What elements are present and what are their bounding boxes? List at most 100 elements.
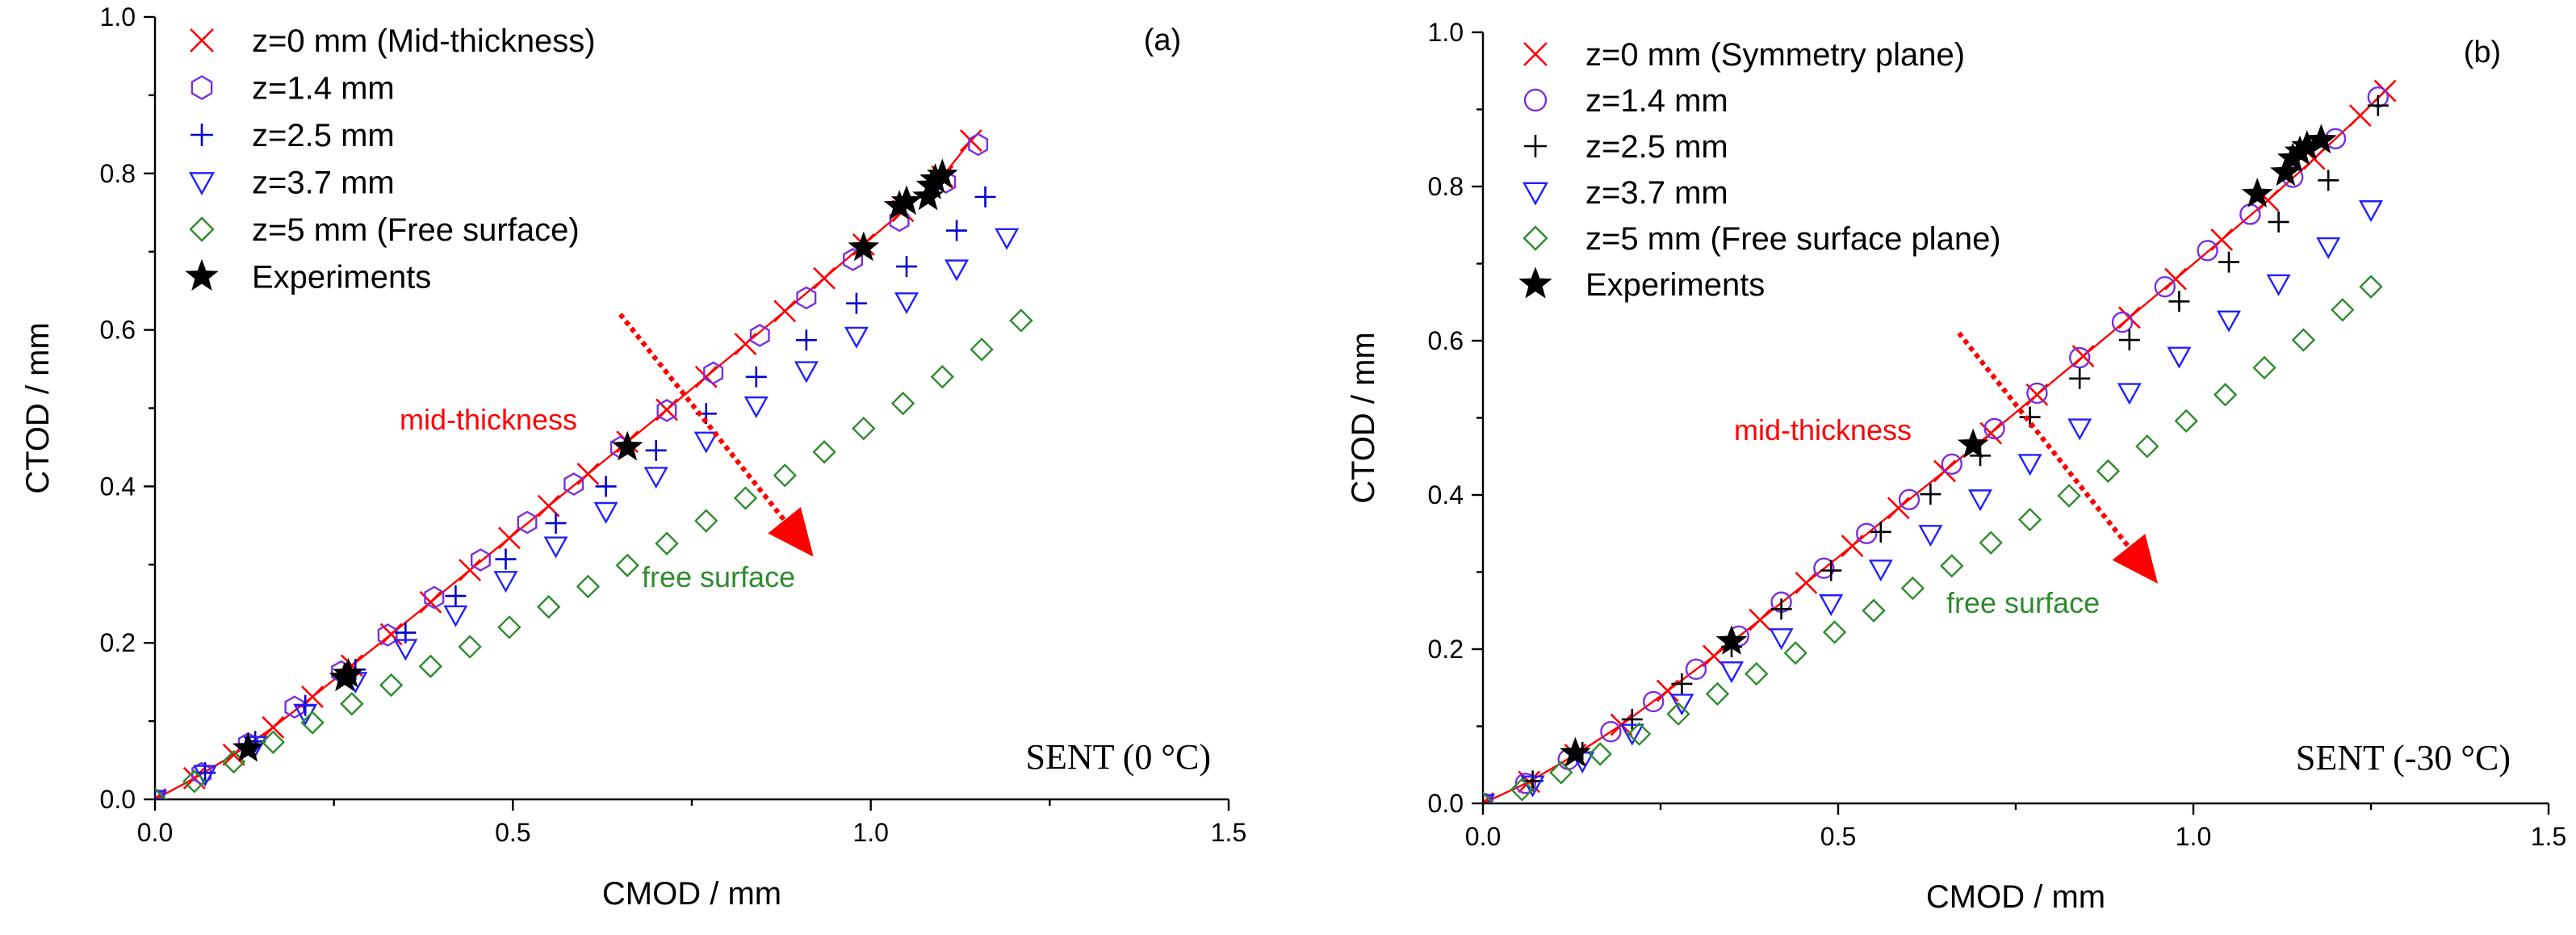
data-point bbox=[968, 132, 989, 157]
data-point bbox=[615, 553, 639, 577]
data-point bbox=[595, 476, 617, 497]
y-tick-label: 0.0 bbox=[100, 785, 136, 814]
data-point bbox=[795, 329, 817, 351]
data-point bbox=[773, 463, 797, 488]
legend-item: z=1.4 mm bbox=[191, 71, 395, 107]
legend-marker bbox=[188, 172, 216, 195]
legend-item: z=0 mm (Symmetry plane) bbox=[1523, 37, 1965, 73]
series-z-3-7-mm bbox=[155, 228, 1020, 799]
y-tick-label: 0.6 bbox=[1428, 326, 1464, 355]
data-point bbox=[1619, 723, 1644, 746]
data-point bbox=[2367, 94, 2389, 116]
data-point bbox=[1549, 761, 1573, 785]
data-point bbox=[694, 509, 718, 533]
data-point bbox=[1715, 625, 1748, 655]
data-point bbox=[890, 185, 923, 216]
data-point bbox=[2268, 211, 2289, 233]
data-point bbox=[2252, 355, 2277, 380]
x-tick-label: 1.5 bbox=[2531, 822, 2566, 851]
x-tick-label: 1.0 bbox=[852, 818, 888, 847]
data-point bbox=[655, 531, 679, 556]
x-tick-label: 0.5 bbox=[495, 818, 530, 847]
data-point bbox=[495, 548, 517, 570]
y-axis-label: CTOD / mm bbox=[20, 322, 56, 494]
data-point bbox=[1769, 628, 1794, 651]
legend-label: Experiments bbox=[252, 260, 431, 296]
data-point bbox=[1483, 791, 1495, 803]
legend-label: z=5 mm (Free surface plane) bbox=[1585, 221, 2001, 257]
data-point bbox=[745, 366, 767, 388]
legend-label: z=0 mm (Mid-thickness) bbox=[252, 23, 596, 59]
data-point bbox=[2316, 237, 2341, 259]
legend-item: z=0 mm (Mid-thickness) bbox=[190, 23, 596, 59]
legend-label: z=1.4 mm bbox=[252, 71, 395, 107]
legend-item: z=5 mm (Free surface) bbox=[189, 212, 580, 248]
data-point bbox=[794, 361, 819, 384]
legend-marker bbox=[1522, 182, 1549, 206]
data-point bbox=[1920, 484, 1941, 505]
data-point bbox=[693, 431, 718, 454]
y-tick-label: 0.2 bbox=[100, 628, 136, 657]
legend-label: z=2.5 mm bbox=[1585, 129, 1728, 165]
data-point bbox=[2358, 200, 2384, 223]
data-point bbox=[1719, 661, 1745, 684]
legend-item: z=5 mm (Free surface plane) bbox=[1523, 221, 2001, 257]
data-point bbox=[1749, 608, 1772, 631]
data-point bbox=[844, 326, 869, 349]
y-tick-label: 1.0 bbox=[100, 2, 136, 31]
legend-label: z=0 mm (Symmetry plane) bbox=[1585, 37, 1965, 73]
panel-label: (b) bbox=[2464, 36, 2501, 69]
data-point bbox=[703, 361, 724, 385]
legend-label: z=3.7 mm bbox=[252, 166, 395, 201]
data-point bbox=[1685, 658, 1707, 681]
y-tick-label: 0.8 bbox=[100, 159, 136, 188]
data-point bbox=[443, 605, 468, 627]
y-tick-label: 0.6 bbox=[100, 316, 136, 345]
data-point bbox=[1820, 560, 1842, 581]
condition-label: SENT (0 °C) bbox=[1026, 737, 1211, 777]
data-point bbox=[2017, 454, 2042, 476]
legend: z=0 mm (Mid-thickness) z=1.4 mm z=2.5 mm z=… bbox=[185, 23, 596, 296]
data-point bbox=[2069, 367, 2091, 389]
data-point bbox=[1560, 736, 1591, 767]
data-point bbox=[733, 486, 758, 510]
data-point bbox=[2348, 104, 2372, 128]
data-point bbox=[333, 657, 364, 688]
series-experiments bbox=[1560, 124, 2337, 767]
x-tick-label: 0.0 bbox=[137, 818, 173, 847]
data-point bbox=[379, 673, 404, 698]
legend-item: Experiments bbox=[1518, 266, 1765, 303]
legend-item: z=1.4 mm bbox=[1523, 83, 1728, 119]
annotation-mid-thickness: mid-thickness bbox=[400, 403, 577, 436]
data-point bbox=[2068, 346, 2091, 369]
data-point bbox=[1813, 557, 1835, 579]
series-experiments bbox=[232, 158, 958, 762]
data-point bbox=[232, 732, 264, 762]
data-point bbox=[2111, 311, 2134, 333]
legend-label: z=2.5 mm bbox=[252, 118, 395, 153]
data-point bbox=[1627, 722, 1652, 746]
chart-panel-a: 0.0 0.2 0.4 0.6 0.8 1.0 0.0 0.5 1.0 1.5 CMOD / mm C… bbox=[20, 2, 1246, 912]
data-point bbox=[493, 571, 518, 593]
data-point bbox=[1862, 598, 1886, 623]
data-point bbox=[813, 266, 836, 290]
y-tick-label: 1.0 bbox=[1428, 18, 1464, 47]
data-point bbox=[930, 365, 955, 389]
y-tick-label: 0.2 bbox=[1428, 635, 1464, 664]
data-point bbox=[2213, 383, 2238, 407]
data-point bbox=[773, 300, 797, 323]
x-axis-label: CMOD / mm bbox=[602, 876, 781, 912]
data-point bbox=[743, 396, 769, 419]
data-point bbox=[1642, 690, 1665, 713]
data-point bbox=[1855, 522, 1878, 544]
legend-label: z=5 mm (Free surface) bbox=[252, 212, 580, 248]
plot-area bbox=[1483, 79, 2397, 803]
series-z-5-mm-free-surface bbox=[155, 308, 1033, 799]
data-point bbox=[1621, 708, 1643, 730]
data-point bbox=[890, 391, 915, 416]
data-point bbox=[419, 590, 442, 614]
data-point bbox=[2331, 298, 2355, 322]
data-point bbox=[645, 439, 667, 461]
x-tick-label: 0.5 bbox=[1820, 822, 1856, 851]
legend-item: z=3.7 mm bbox=[1522, 175, 1728, 211]
